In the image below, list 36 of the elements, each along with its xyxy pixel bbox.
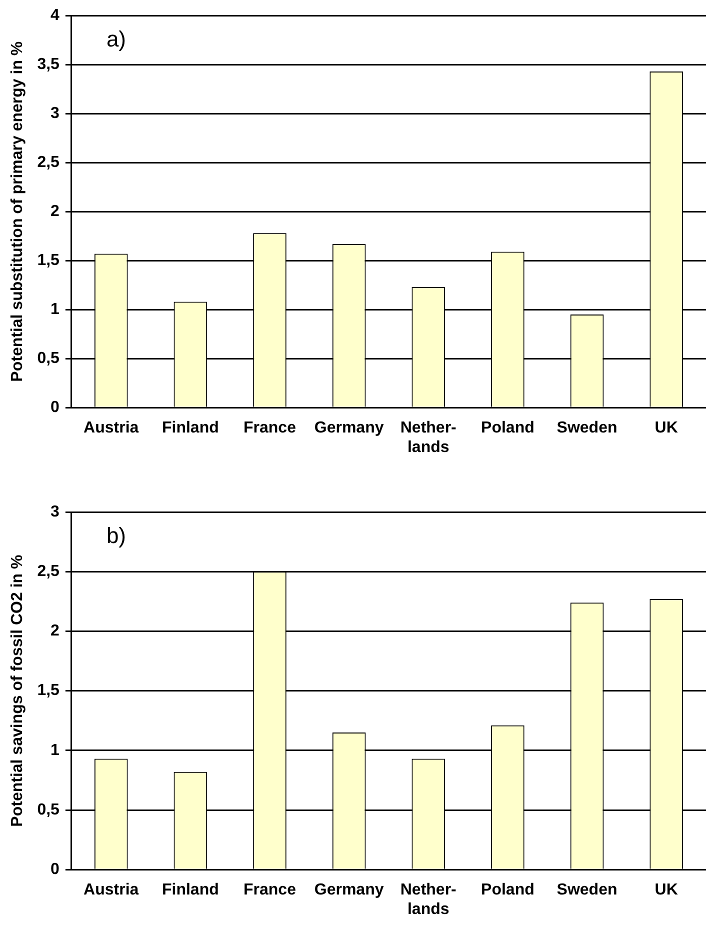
x-tick-label: Poland (481, 882, 534, 899)
y-tick-label: 3 (50, 105, 60, 122)
y-tick-label: 1 (50, 301, 60, 318)
x-tick-label: UK (654, 420, 678, 437)
annotation: a) (106, 26, 126, 52)
y-tick-label: 0,5 (37, 350, 60, 368)
x-tick-label: Austria (84, 882, 139, 899)
y-tick-label: 0 (50, 399, 60, 416)
x-tick-label: Nether- lands (400, 882, 456, 918)
y-tick-label: 0,5 (37, 801, 60, 818)
y-tick-label: 2 (50, 203, 60, 220)
annotation: b) (106, 523, 126, 548)
x-tick-label: UK (654, 882, 678, 899)
x-tick-label: Nether- lands (400, 420, 456, 456)
x-tick-label: France (244, 420, 296, 437)
x-tick-label: France (244, 882, 296, 899)
y-tick-label: 1,5 (37, 252, 60, 270)
y-axis-title: Potential savings of fossil CO2 in % (9, 554, 26, 827)
x-tick-label: Germany (314, 420, 384, 437)
y-axis-title: Potential substitution of primary energy in % (9, 41, 26, 382)
x-tick-label: Finland (162, 420, 219, 437)
y-tick-label: 3,5 (37, 56, 60, 74)
y-tick-label: 2,5 (37, 154, 60, 172)
y-tick-label: 4 (50, 7, 60, 24)
x-tick-label: Finland (162, 882, 219, 899)
y-tick-label: 0 (50, 861, 60, 878)
y-tick-label: 2,5 (37, 563, 60, 580)
x-tick-label: Germany (314, 882, 384, 899)
y-tick-label: 1,5 (37, 682, 60, 700)
y-tick-label: 2 (50, 622, 60, 640)
x-tick-label: Sweden (556, 882, 618, 899)
x-tick-label: Austria (84, 420, 139, 437)
x-tick-label: Poland (481, 420, 534, 437)
x-tick-label: Sweden (556, 420, 618, 437)
y-tick-label: 1 (50, 742, 60, 759)
y-tick-label: 3 (50, 503, 60, 520)
